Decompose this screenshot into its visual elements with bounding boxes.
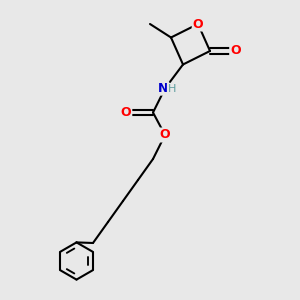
Text: O: O [193,17,203,31]
Text: O: O [121,106,131,119]
Text: H: H [167,83,176,94]
Text: N: N [158,82,169,95]
Text: O: O [230,44,241,58]
Text: O: O [160,128,170,142]
